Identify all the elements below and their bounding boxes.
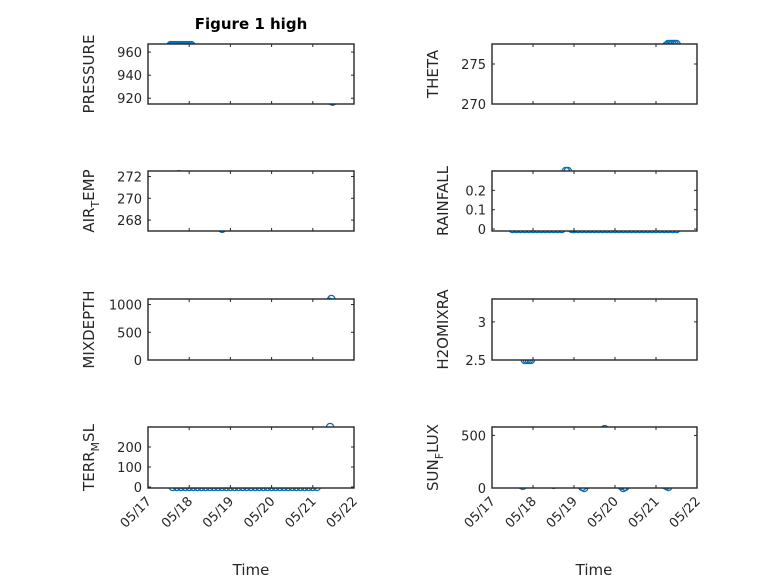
y-tick-label: 940: [117, 69, 142, 84]
y-tick-label: 268: [117, 214, 142, 229]
y-tick-label: 200: [117, 441, 142, 456]
axes-frame: [147, 170, 355, 232]
axes-frame: [491, 170, 698, 232]
y-tick-label: 0: [478, 223, 486, 238]
x-tick-label: 05/21: [283, 494, 320, 531]
x-tick-label: 05/18: [159, 494, 196, 531]
axes-frame: [491, 298, 698, 361]
axes-frame: [491, 426, 698, 489]
y-axis-title-theta: THETA: [424, 49, 442, 99]
x-tick-label: 05/18: [503, 494, 540, 531]
subplot-rainfall: 0 0.1 0.2 RAINFALL: [434, 165, 698, 238]
y-tick-label: 270: [461, 98, 486, 113]
y-axis-title-mixdepth: MIXDEPTH: [80, 290, 98, 368]
x-tick-label: 05/19: [200, 494, 237, 531]
x-tick-label: 05/19: [544, 494, 581, 531]
subplot-grid: 920 940 960 PRESSURE 270 275 THETA 268 270 272 AIR…: [80, 35, 704, 532]
y-tick-label: 2.5: [465, 354, 486, 369]
axes-frame: [491, 43, 698, 105]
x-tick-label: 05/20: [241, 494, 278, 531]
subplot-mixdepth: 0 500 1000 MIXDEPTH: [80, 290, 355, 369]
y-tick-label: 270: [117, 192, 142, 207]
y-axis-title-h2omixra: H2OMIXRA: [434, 289, 452, 370]
x-axis-title-right: Time: [575, 561, 613, 579]
x-tick-label: 05/22: [667, 494, 704, 531]
y-tick-label: 0.2: [465, 184, 486, 199]
y-axis-title-pressure: PRESSURE: [80, 35, 98, 114]
subplot-terr_msl: 0 100 200 TERRMSL 05/17 05/18 05/19 05/20 05/21 0…: [80, 422, 361, 531]
x-tick-label: 05/17: [462, 494, 499, 531]
subplot-theta: 270 275 THETA: [424, 39, 698, 113]
y-tick-label: 960: [117, 46, 142, 61]
y-tick-label: 500: [461, 429, 486, 444]
subplot-air_temp: 268 270 272 AIRTEMP: [80, 169, 355, 234]
y-tick-label: 0: [134, 481, 142, 496]
y-axis-title-air_temp: AIRTEMP: [80, 169, 102, 232]
y-tick-label: 272: [117, 170, 142, 185]
x-tick-label: 05/17: [118, 494, 155, 531]
y-tick-label: 100: [117, 461, 142, 476]
x-axis-title-left: Time: [232, 561, 270, 579]
subplot-sun_flux: 0 500 SUNFLUX 05/17 05/18 05/19 05/20 05/21 05/2…: [424, 424, 704, 531]
y-axis-title-terr_msl: TERRMSL: [80, 423, 102, 492]
y-tick-label: 920: [117, 92, 142, 107]
y-axis-title-sun_flux: SUNFLUX: [424, 424, 446, 491]
figure-title: Figure 1 high: [195, 15, 308, 33]
subplot-h2omixra: 2.5 3 H2OMIXRA: [434, 289, 698, 370]
axes-frame: [147, 426, 355, 489]
x-tick-label: 05/22: [324, 494, 361, 531]
y-axis-title-rainfall: RAINFALL: [434, 165, 452, 236]
y-tick-label: 1000: [109, 299, 142, 314]
axes-frame: [147, 298, 355, 361]
y-tick-label: 0: [134, 354, 142, 369]
subplot-pressure: 920 940 960 PRESSURE: [80, 35, 355, 114]
y-tick-label: 0: [478, 482, 486, 497]
x-tick-label: 05/21: [626, 494, 663, 531]
y-tick-label: 275: [461, 58, 486, 73]
y-tick-label: 3: [478, 316, 486, 331]
y-tick-label: 500: [117, 326, 142, 341]
axes-frame: [147, 43, 355, 105]
y-tick-label: 0.1: [465, 204, 486, 219]
x-tick-label: 05/20: [585, 494, 622, 531]
